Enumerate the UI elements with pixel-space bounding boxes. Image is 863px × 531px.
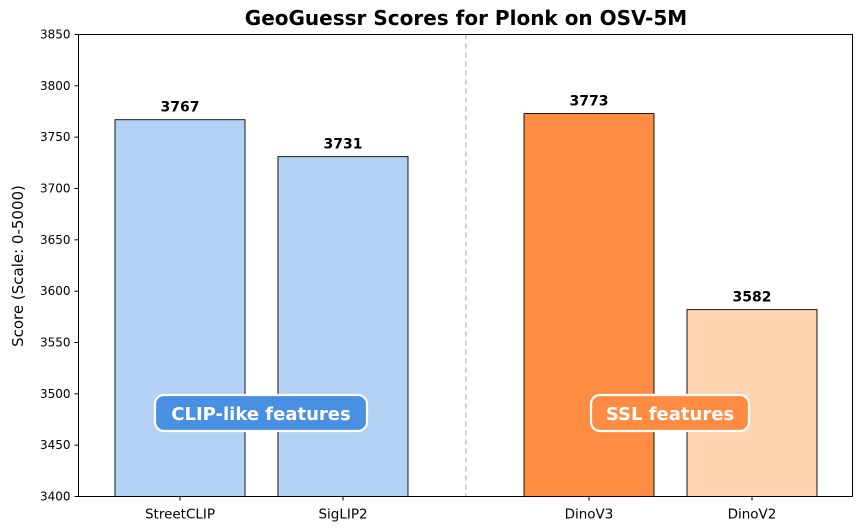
x-tick-label: SigLIP2 — [318, 507, 367, 523]
y-axis-label: Score (Scale: 0-5000) — [9, 185, 27, 347]
y-tick-label: 3400 — [40, 490, 71, 504]
y-tick-label: 3650 — [40, 233, 71, 247]
bar-dinov3 — [523, 113, 655, 497]
chart-title: GeoGuessr Scores for Plonk on OSV-5M — [245, 6, 687, 30]
bar-siglip2 — [277, 156, 409, 497]
group-badge-label: SSL features — [606, 404, 734, 425]
value-label: 3582 — [733, 290, 772, 306]
y-tick-label: 3800 — [40, 79, 71, 93]
group-badge-label: CLIP-like features — [171, 404, 350, 425]
value-label: 3731 — [324, 137, 363, 153]
group-badge — [153, 393, 369, 433]
x-tick-label: DinoV3 — [565, 507, 614, 523]
value-label: 3773 — [570, 94, 609, 110]
x-tick-label: DinoV2 — [728, 507, 777, 523]
bar-streetclip — [114, 119, 246, 497]
group-badge — [589, 393, 751, 433]
x-tick-label: StreetCLIP — [145, 507, 215, 523]
y-tick-label: 3750 — [40, 130, 71, 144]
y-tick-label: 3850 — [40, 28, 71, 42]
value-label: 3767 — [161, 100, 200, 116]
y-tick-label: 3550 — [40, 336, 71, 350]
y-tick-label: 3450 — [40, 438, 71, 452]
y-tick-label: 3700 — [40, 182, 71, 196]
y-tick-label: 3500 — [40, 387, 71, 401]
plot-frame — [78, 34, 853, 497]
y-tick-label: 3600 — [40, 284, 71, 298]
